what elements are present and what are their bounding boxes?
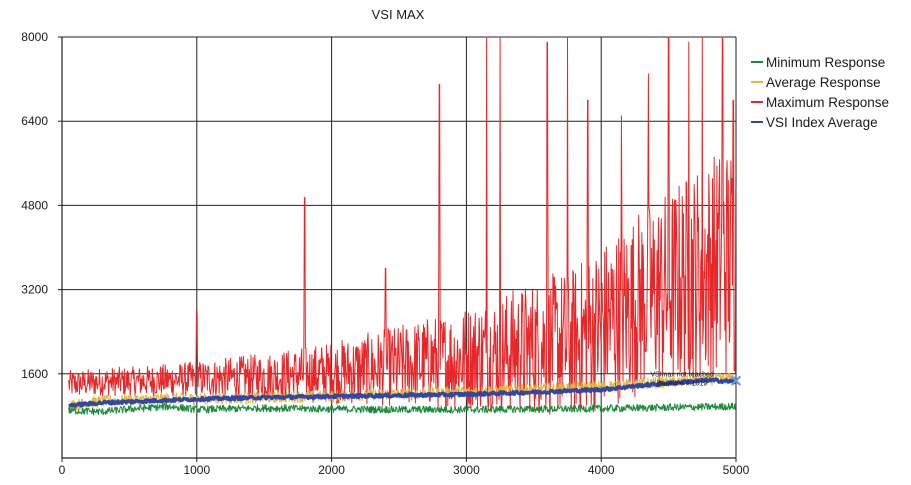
vsimax-marker-icon: ✕ (729, 374, 742, 391)
y-tick-label: 8000 (21, 30, 48, 44)
legend-label: Average Response (766, 75, 881, 90)
axes: 0 1000 2000 3000 4000 5000 1600 3200 4800 6400 800… (21, 30, 749, 477)
y-tick-label: 6400 (21, 114, 48, 128)
chart-title: VSI MAX (372, 7, 425, 22)
x-tick-label: 2000 (318, 463, 345, 477)
x-tick-label: 0 (59, 463, 66, 477)
annotation-line-2: Baseline = 1019 (657, 381, 708, 388)
x-tick-label: 3000 (453, 463, 480, 477)
x-tick-label: 4000 (588, 463, 615, 477)
legend: Minimum Response Average Response Maximum … (751, 55, 889, 130)
series-line-2 (68, 36, 737, 415)
series-line-3 (67, 377, 737, 408)
x-tick-label: 1000 (183, 463, 210, 477)
annotation-line-1: VSImax not reached (650, 372, 714, 379)
y-tick-label: 1600 (21, 367, 48, 381)
vsimax-annotation: VSImax not reached Baseline = 1019 ✕ (650, 372, 742, 391)
y-tick-label: 4800 (21, 198, 48, 212)
series-lines (67, 36, 737, 416)
y-tick-label: 3200 (21, 283, 48, 297)
legend-label: VSI Index Average (766, 115, 878, 130)
legend-label: Maximum Response (766, 95, 889, 110)
legend-label: Minimum Response (766, 55, 885, 70)
series-line-0 (68, 402, 737, 416)
x-tick-label: 5000 (723, 463, 750, 477)
